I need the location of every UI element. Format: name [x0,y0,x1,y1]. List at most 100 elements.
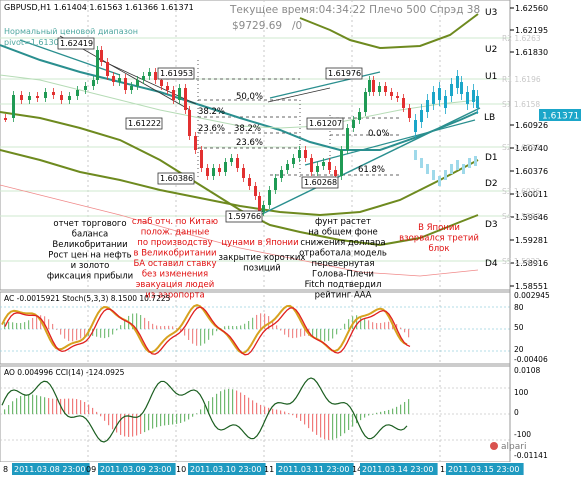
candle-body [68,96,71,100]
ac-bar [400,327,402,329]
cci-line [1,377,408,443]
candle-body [298,150,301,158]
price-tick-label: 1.62560 [515,4,548,13]
candle-body [242,168,245,178]
candle-body [364,92,367,112]
price-label-frame [306,117,344,130]
ao-bar [376,412,378,414]
annotation-line: БА оставил ставку [133,259,216,269]
ao-bar [48,398,50,414]
ac-bar [324,329,326,342]
candle-body [340,150,343,176]
ac-bar [20,323,22,329]
candle-body [224,162,227,172]
level-d3: D3 [485,220,498,230]
ac-bar [224,326,226,329]
ac-tick-label: 20 [514,345,524,354]
level-d1: D1 [485,153,498,163]
price-tick-label: 1.60926 [515,121,548,130]
ao-bar [352,414,354,427]
trend-line [267,87,331,103]
ao-bar [100,414,102,417]
ac-bar [216,329,218,332]
support-curve-line [0,184,479,277]
price-label-box: 1.60386 [157,172,195,185]
candle-body [372,80,375,92]
trend-line [304,119,476,166]
ao-bar [248,397,250,414]
fib-61: 61.8% [358,165,385,175]
ao-bar [184,414,186,422]
ac-bar [260,313,262,329]
ao-bar [104,414,106,421]
balance: $9729.69 [232,20,282,32]
price-tick-label: 1.60011 [515,190,548,199]
ac-bar [316,329,318,339]
ac-bar [304,329,306,336]
price-label-frame [125,117,163,130]
ac-bar [168,325,170,329]
ac-bar [236,326,238,329]
ac-bar [244,323,246,329]
ac-tick-label: 0.002945 [514,291,550,300]
candle-body [258,196,261,212]
ac-bar [76,329,78,341]
ac-bar [360,316,362,329]
level-s1: S1 1.6158 [502,100,540,109]
time-label-box [188,463,266,475]
ac-bar [72,329,74,342]
ao-tick-label: 0 [514,408,519,417]
annotation-line: фиксация прибыли [47,272,133,282]
ao-bar [112,414,114,430]
symbol-line: GBPUSD,H1 1.61404 1.61563 1.61366 1.6137… [4,3,194,12]
fib-23-left: 23.6% [198,124,225,134]
ac-bar [312,329,314,337]
ac-bar [48,319,50,329]
time-label: 15 [440,465,450,474]
candle-body [118,78,121,82]
ac-bar [200,329,202,346]
ao-bar [384,410,386,414]
ac-bar [12,322,14,329]
candle-body [160,80,163,86]
ac-bar [332,329,334,339]
price-label-text: 1.60386 [160,174,193,183]
stoch-main-line [1,304,408,354]
ao-bar [264,406,266,414]
ac-bar [396,324,398,329]
range-label: Нормальный ценовой диапазон [4,27,138,36]
ao-bar [120,414,122,435]
price-label-frame [157,172,195,185]
ac-bar [300,329,302,337]
candle-body [358,112,361,120]
ao-bar [396,406,398,414]
ac-bar [232,325,234,329]
ao-bar [192,414,194,417]
ac-bar [344,323,346,329]
candle-body [390,92,393,96]
ac-bar [348,319,350,329]
ao-bar [8,405,10,414]
candle-body [96,50,99,80]
level-d2: D2 [485,179,498,189]
ao-bar [260,404,262,414]
price-tick-label: 1.58551 [515,282,548,291]
ac-bar [336,329,338,335]
forecast-candle-faint [456,160,459,170]
ac-indicator [0,304,510,356]
ao-bar [84,401,86,414]
ac-bar [116,329,118,331]
candle-body [402,98,405,108]
candle-body [396,96,399,98]
ao-bar [172,414,174,425]
ac-bar [4,322,6,329]
ao-bar [68,398,70,414]
ac-bar [372,322,374,329]
ao-bar [408,399,410,414]
fib-23-right: 23.6% [236,138,263,148]
annotation-line: по производству [137,238,212,248]
time-label: 09 [86,465,96,474]
ao-bar [316,414,318,435]
chart-header: GBPUSD,H1 1.61404 1.61563 1.61366 1.6137… [4,3,480,47]
level-s5: S5 1.5922 [502,257,540,266]
